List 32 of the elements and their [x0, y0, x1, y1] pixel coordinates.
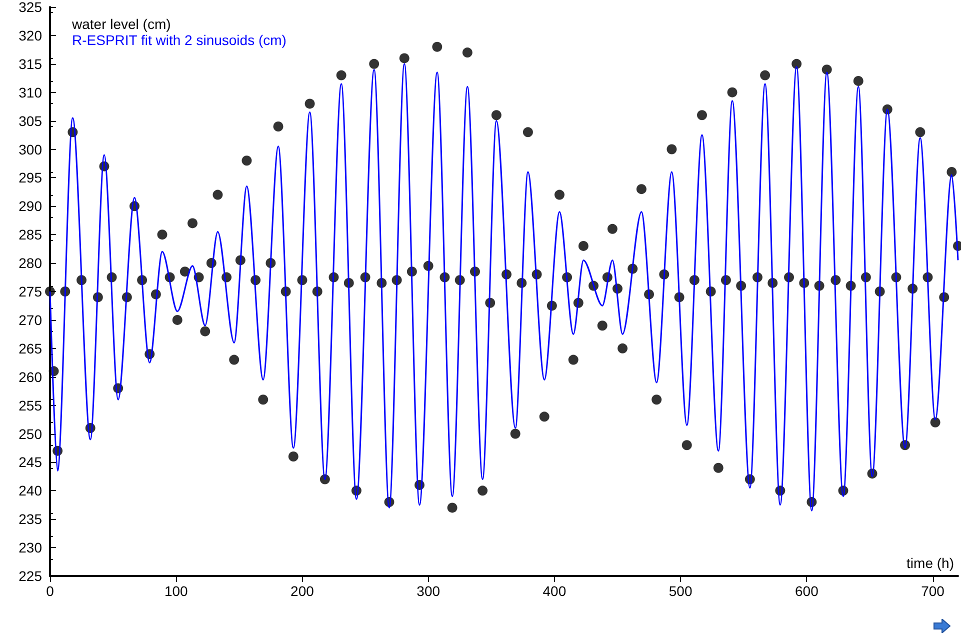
x-tick-label: 600	[794, 583, 819, 599]
y-tick-label: 240	[18, 482, 42, 499]
y-tick-label: 255	[18, 397, 42, 414]
y-tick-label: 245	[18, 454, 42, 470]
y-tick-label: 260	[18, 368, 42, 385]
y-tick-label: 320	[18, 27, 42, 44]
x-tick-label: 200	[290, 583, 314, 599]
x-tick-label: 0	[46, 583, 54, 599]
text: R-ESPRIT fit with 2 sinusoids (cm)	[72, 32, 286, 48]
y-tick-label: 230	[18, 540, 42, 556]
x-tick-label: 400	[542, 583, 566, 599]
y-tick-label: 310	[18, 84, 42, 100]
y-tick-label: 305	[18, 112, 42, 129]
x-tick-label: 700	[921, 583, 945, 599]
y-tick-label: 250	[18, 426, 42, 442]
x-tick-label: 300	[416, 583, 440, 599]
y-tick-label: 270	[18, 312, 42, 328]
y-tick-label: 265	[18, 340, 42, 356]
y-tick-label: 325	[18, 0, 42, 15]
y-tick-label: 275	[18, 284, 42, 300]
y-tick-label: 315	[18, 56, 42, 72]
y-tick-label: 225	[18, 568, 42, 584]
y-tick-label: 280	[18, 255, 42, 272]
x-tick-label: 100	[164, 583, 188, 599]
y-tick-label: 235	[18, 511, 42, 528]
y-tick-label: 295	[18, 170, 42, 186]
x-axis-title: time (h)	[906, 555, 954, 571]
x-tick-label: 500	[668, 583, 692, 599]
text: water level (cm)	[71, 16, 171, 32]
y-tick-label: 300	[18, 141, 42, 158]
y-tick-label: 285	[18, 226, 42, 243]
y-tick-label: 290	[18, 198, 42, 214]
